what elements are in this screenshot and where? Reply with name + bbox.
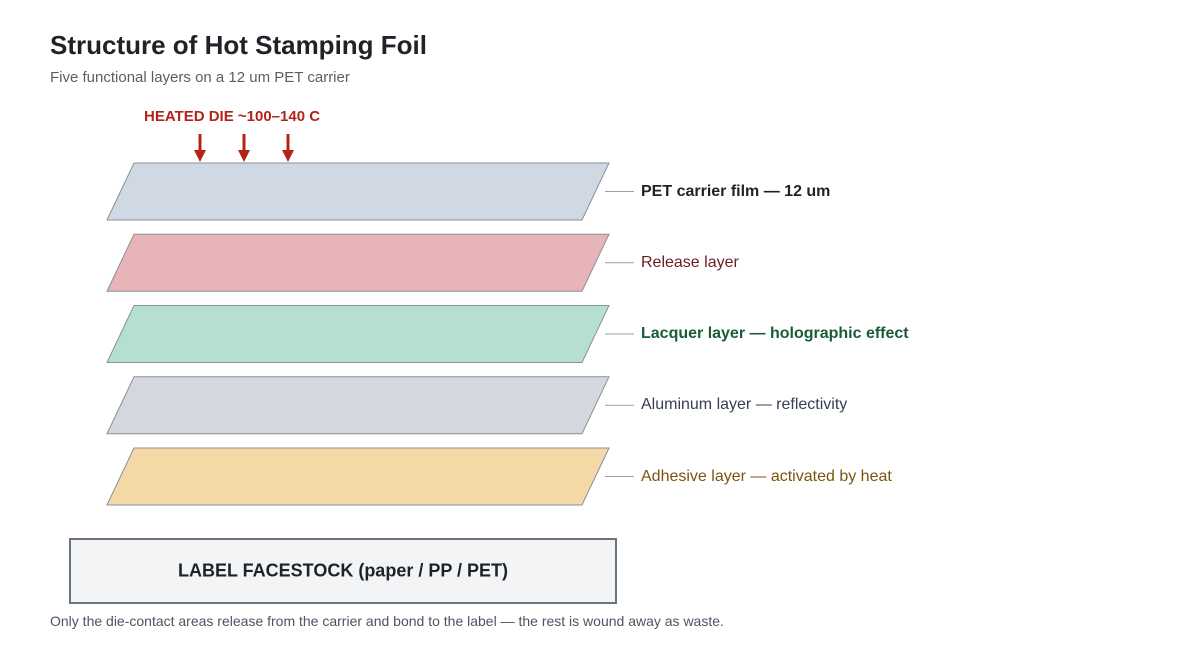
layer-label-aluminum: Aluminum layer — reflectivity xyxy=(641,396,848,414)
down-arrow-head-icon xyxy=(282,150,294,162)
layer-label-adhesive: Adhesive layer — activated by heat xyxy=(641,467,892,485)
layer-label-pet-carrier: PET carrier film — 12 um xyxy=(641,182,831,200)
down-arrow-head-icon xyxy=(194,150,206,162)
layer-label-release: Release layer xyxy=(641,253,739,271)
footnote: Only the die-contact areas release from … xyxy=(50,613,724,629)
layer-lacquer xyxy=(106,305,610,363)
foil-layers xyxy=(106,162,634,506)
layer-pet-carrier xyxy=(106,162,610,221)
layer-release xyxy=(106,233,610,292)
layer-aluminum xyxy=(106,376,610,435)
layer-adhesive xyxy=(106,447,610,506)
diagram-subtitle: Five functional layers on a 12 um PET ca… xyxy=(50,69,350,86)
label-facestock: LABEL FACESTOCK (paper / PP / PET) xyxy=(69,538,617,604)
down-arrow-head-icon xyxy=(238,150,250,162)
facestock-label: LABEL FACESTOCK (paper / PP / PET) xyxy=(177,560,509,581)
diagram-title: Structure of Hot Stamping Foil xyxy=(50,30,427,60)
layer-label-lacquer: Lacquer layer — holographic effect xyxy=(641,325,909,342)
heated-die-arrows xyxy=(194,134,294,162)
heated-die-label: HEATED DIE ~100–140 C xyxy=(144,108,321,125)
